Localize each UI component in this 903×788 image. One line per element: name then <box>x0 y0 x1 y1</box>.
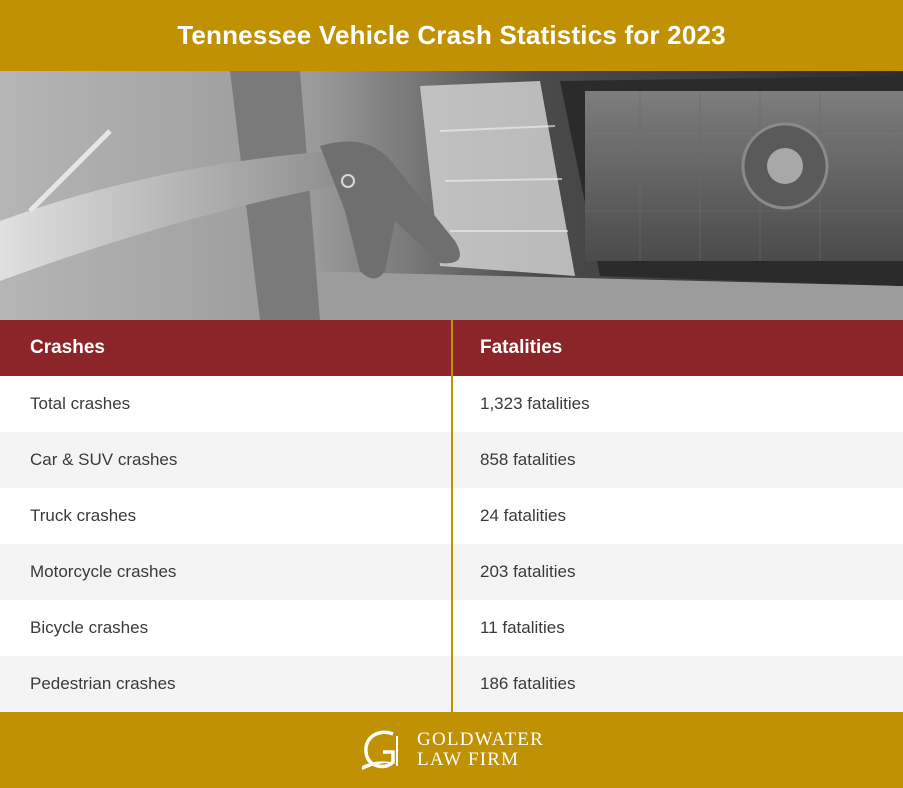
crashes-column-header: Crashes <box>30 337 105 358</box>
damaged-headlight-photo <box>0 71 903 320</box>
fatalities-cell: 203 fatalities <box>480 562 576 581</box>
title-banner: Tennessee Vehicle Crash Statistics for 2… <box>0 0 903 71</box>
crash-type-cell: Total crashes <box>30 394 131 413</box>
fatalities-cell: 186 fatalities <box>480 674 576 693</box>
crash-type-cell: Car & SUV crashes <box>30 450 178 469</box>
logo-line-1: GOLDWATER <box>417 729 544 750</box>
logo-line-2: LAW FIRM <box>417 749 520 770</box>
footer-banner: GOLDWATER LAW FIRM <box>0 712 903 788</box>
goldwater-logo[interactable]: GOLDWATER LAW FIRM <box>359 728 544 772</box>
crash-type-cell: Bicycle crashes <box>30 618 149 637</box>
fatalities-cell: 858 fatalities <box>480 450 576 469</box>
crash-type-cell: Truck crashes <box>30 506 137 525</box>
crash-statistics-table: Crashes Fatalities Total crashes 1,323 f… <box>0 320 903 712</box>
fatalities-column-header: Fatalities <box>480 337 563 358</box>
crash-type-cell: Pedestrian crashes <box>30 674 176 693</box>
fatalities-cell: 11 fatalities <box>480 618 565 637</box>
fatalities-cell: 1,323 fatalities <box>480 394 590 413</box>
column-divider <box>451 320 453 712</box>
page-title: Tennessee Vehicle Crash Statistics for 2… <box>177 20 726 50</box>
fatalities-cell: 24 fatalities <box>480 506 566 525</box>
crash-type-cell: Motorcycle crashes <box>30 562 177 581</box>
goldwater-g-mark-icon <box>362 730 400 770</box>
logo-wordmark: GOLDWATER LAW FIRM <box>417 730 544 770</box>
